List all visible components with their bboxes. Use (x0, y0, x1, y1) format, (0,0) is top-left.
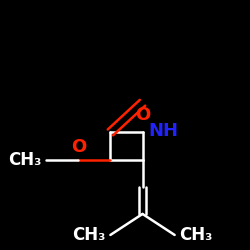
Text: O: O (135, 106, 150, 124)
Text: O: O (71, 138, 86, 156)
Text: CH₃: CH₃ (180, 226, 213, 244)
Text: CH₃: CH₃ (8, 150, 41, 168)
Text: NH: NH (149, 122, 179, 140)
Text: CH₃: CH₃ (72, 226, 106, 244)
